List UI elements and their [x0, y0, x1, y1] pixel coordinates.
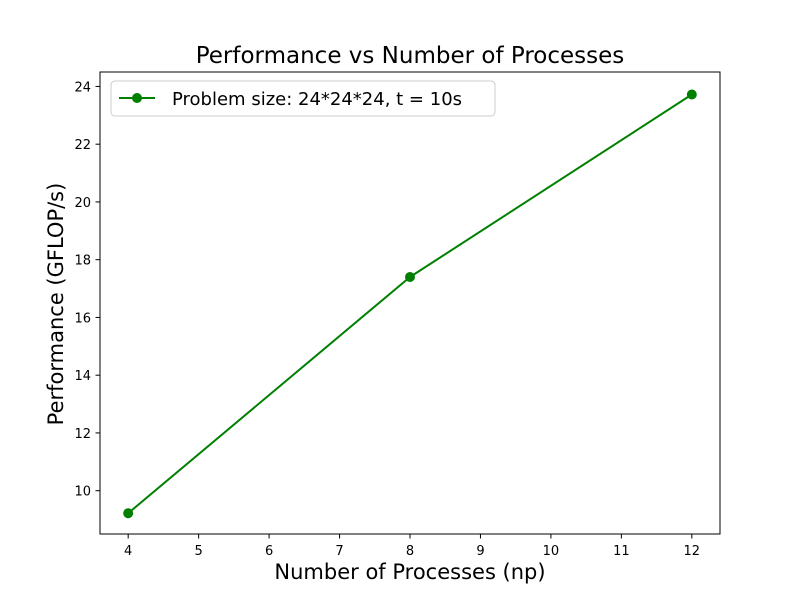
data-point-marker	[686, 89, 697, 100]
y-tick-label: 12	[74, 427, 91, 442]
series-layer	[123, 89, 697, 519]
x-axis-ticks: 4 5 6 7 8 9 10 11 12	[124, 534, 700, 559]
x-tick-label: 10	[543, 544, 560, 559]
x-tick-label: 6	[265, 544, 273, 559]
x-tick-label: 7	[335, 544, 343, 559]
x-tick-label: 4	[124, 544, 132, 559]
legend: Problem size: 24*24*24, t = 10s	[110, 80, 496, 117]
x-tick-label: 11	[613, 544, 630, 559]
data-point-marker	[123, 508, 134, 519]
x-tick-label: 5	[194, 544, 202, 559]
x-tick-label: 12	[684, 544, 701, 559]
legend-box	[110, 80, 496, 117]
data-point-marker	[405, 272, 415, 283]
y-tick-label: 22	[74, 138, 91, 153]
plot-area-frame	[99, 71, 721, 535]
x-tick-label: 8	[406, 544, 414, 559]
x-tick-label: 9	[476, 544, 484, 559]
chart-title: Performance vs Number of Processes	[196, 43, 625, 69]
y-tick-label: 16	[74, 311, 91, 326]
y-tick-label: 10	[74, 485, 91, 500]
y-tick-label: 18	[74, 254, 91, 269]
x-axis-label: Number of Processes (np)	[274, 560, 545, 584]
y-axis-label: Performance (GFLOP/s)	[44, 183, 68, 426]
y-tick-label: 14	[74, 369, 91, 384]
legend-series-label: Problem size: 24*24*24, t = 10s	[172, 89, 462, 110]
y-tick-label: 20	[74, 196, 91, 211]
y-tick-label: 24	[74, 80, 91, 95]
y-axis-ticks: 10 12 14 16 18 20 22 24	[74, 80, 100, 500]
legend-marker	[132, 93, 142, 103]
